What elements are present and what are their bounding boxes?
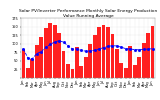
Bar [53,25,56,78]
Bar [146,33,150,78]
Title: Solar PV/Inverter Performance Monthly Solar Energy Production Value Running Aver: Solar PV/Inverter Performance Monthly So… [19,9,157,18]
Bar [39,37,43,78]
Bar [84,57,88,78]
Bar [93,35,97,78]
Bar [115,49,119,78]
Bar [124,68,128,78]
Bar [44,28,48,78]
Bar [71,69,74,78]
Bar [88,44,92,78]
Bar [111,34,114,78]
Bar [66,64,70,78]
Bar [75,47,79,78]
Bar [30,59,34,78]
Bar [62,51,65,78]
Bar [48,23,52,78]
Bar [106,27,110,78]
Bar [142,43,146,78]
Bar [133,65,137,78]
Bar [57,33,61,78]
Bar [22,49,25,78]
Bar [137,57,141,78]
Bar [102,25,105,78]
Bar [97,27,101,78]
Bar [26,68,30,78]
Bar [120,63,123,78]
Bar [79,66,83,78]
Bar [35,45,39,78]
Bar [151,26,154,78]
Bar [128,46,132,78]
